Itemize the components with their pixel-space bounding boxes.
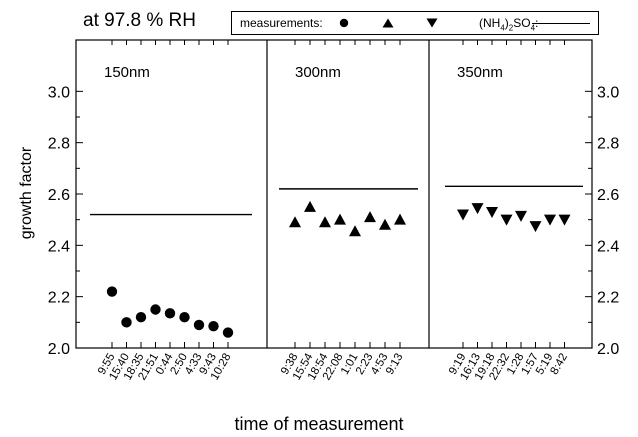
- plot-border: [75, 39, 593, 349]
- panel-label-350nm: 350nm: [457, 64, 503, 81]
- chart-title: at 97.8 % RH: [83, 10, 196, 31]
- y-axis-label: growth factor: [18, 146, 35, 240]
- y-tick-label-left: 2.6: [48, 187, 70, 204]
- y-tick-label-left: 2.0: [48, 341, 70, 358]
- data-point-circle: [208, 320, 219, 332]
- data-point-circle: [179, 312, 190, 323]
- data-point-triangle-up: [334, 213, 346, 225]
- y-tick-label-right: 2.8: [597, 136, 619, 153]
- y-tick-label-left: 2.8: [48, 136, 70, 153]
- legend-circle-icon: [339, 18, 349, 28]
- data-point-triangle-up: [349, 225, 361, 237]
- legend: measurements: (NH4)2SO4:: [231, 11, 599, 35]
- data-point-circle: [222, 327, 234, 338]
- panel-label-300nm: 300nm: [295, 64, 341, 81]
- legend-triangle-up-icon: [382, 18, 394, 28]
- data-point-triangle-up: [379, 218, 391, 230]
- y-tick-label-right: 2.2: [597, 290, 619, 307]
- data-point-triangle-down: [515, 210, 527, 222]
- data-point-triangle-down: [558, 214, 571, 226]
- y-tick-label-right: 2.4: [597, 238, 619, 255]
- data-point-triangle-down: [486, 206, 498, 218]
- data-point-triangle-down: [500, 214, 513, 226]
- y-tick-label-right: 3.0: [597, 84, 619, 101]
- data-point-circle: [193, 319, 205, 331]
- data-point-triangle-up: [364, 211, 376, 223]
- plot-frame: [75, 39, 593, 349]
- data-point-circle: [164, 308, 176, 319]
- legend-label: measurements:: [240, 16, 323, 30]
- panel-label-150nm: 150nm: [104, 64, 150, 81]
- data-point-triangle-up: [319, 216, 331, 228]
- y-tick-label-right: 2.0: [597, 341, 619, 358]
- data-point-circle: [150, 304, 161, 315]
- data-point-triangle-down: [471, 203, 484, 215]
- x-tick-label: 9:13: [384, 352, 406, 377]
- y-tick-label-left: 2.2: [48, 290, 70, 307]
- data-point-triangle-down: [457, 209, 469, 221]
- data-point-circle: [135, 312, 147, 323]
- y-tick-label-right: 2.6: [597, 187, 619, 204]
- x-axis-label: time of measurement: [234, 414, 404, 434]
- data-point-triangle-down: [544, 214, 556, 226]
- data-point-triangle-up: [289, 216, 301, 228]
- data-marks: 150nm 300nm 350nm: [90, 64, 583, 338]
- data-point-circle: [106, 286, 118, 297]
- legend-reference-line: [532, 23, 590, 25]
- y-tick-label-left: 2.4: [48, 238, 70, 255]
- data-point-triangle-up: [304, 200, 316, 212]
- y-tick-label-left: 3.0: [48, 84, 70, 101]
- data-point-circle: [121, 317, 132, 328]
- data-point-triangle-down: [529, 221, 542, 233]
- legend-reference-label: (NH4)2SO4:: [479, 16, 538, 33]
- axes: 2.0 2.02.2 2.22.4 2.42.6 2.62.8 2.83.0 3.09:55…: [48, 40, 619, 382]
- legend-triangle-down-icon: [426, 18, 438, 28]
- data-point-triangle-up: [394, 213, 406, 225]
